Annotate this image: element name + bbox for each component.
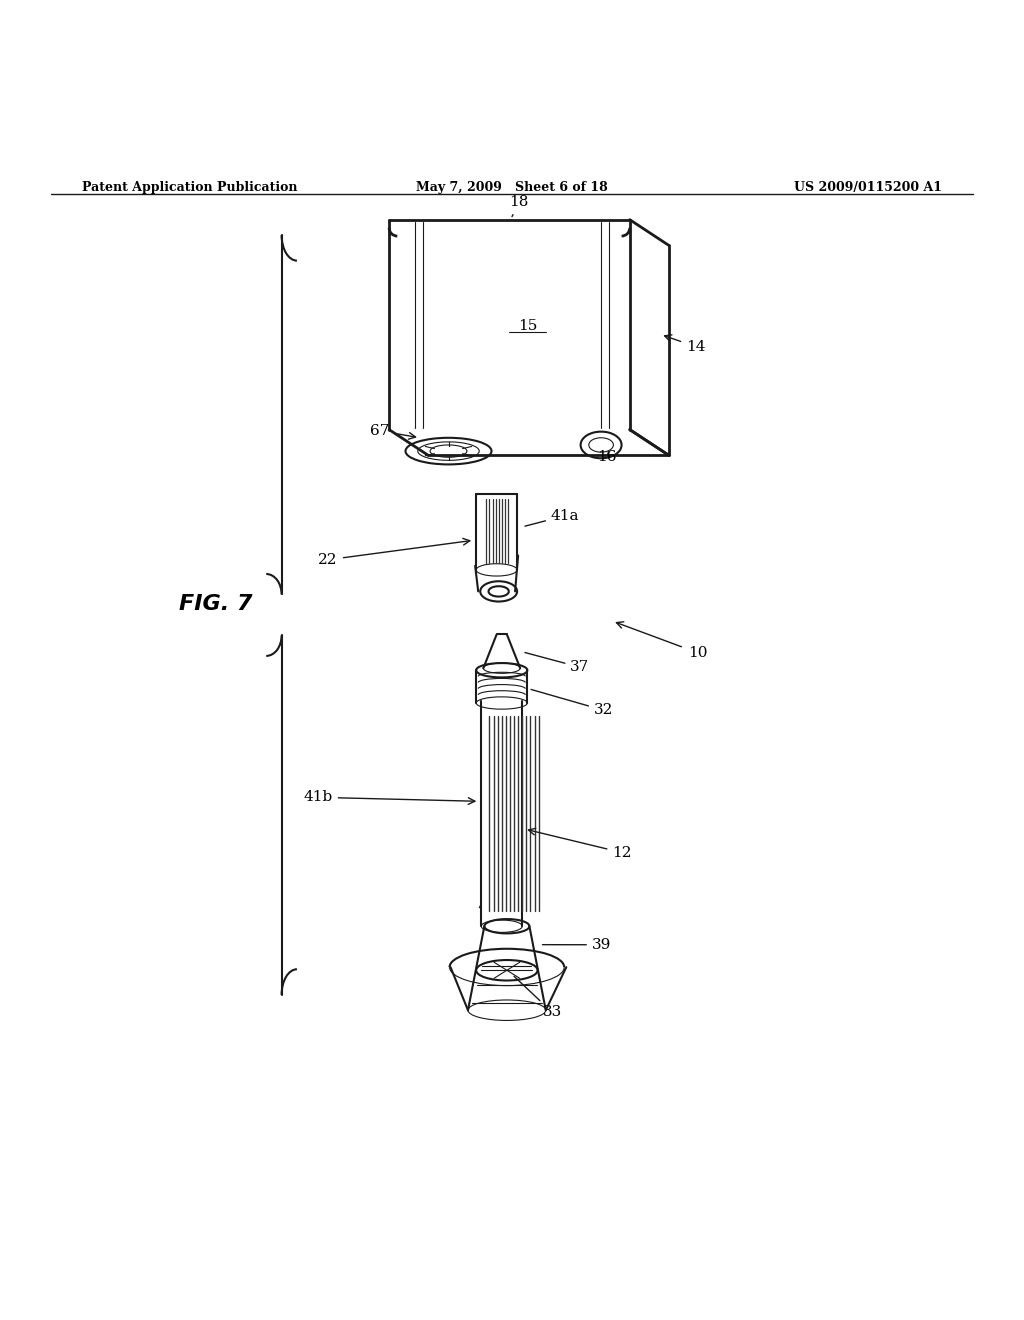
Text: FIG. 7: FIG. 7 xyxy=(179,594,253,614)
Text: 16: 16 xyxy=(597,450,616,465)
Text: 39: 39 xyxy=(543,937,611,952)
Text: US 2009/0115200 A1: US 2009/0115200 A1 xyxy=(794,181,942,194)
Text: 18: 18 xyxy=(510,195,528,216)
Text: 67: 67 xyxy=(370,424,416,440)
Text: 10: 10 xyxy=(688,645,708,660)
Text: 12: 12 xyxy=(528,829,632,859)
Text: 14: 14 xyxy=(665,335,706,354)
Text: 37: 37 xyxy=(525,652,590,675)
Text: 41b: 41b xyxy=(303,791,475,804)
Text: 15: 15 xyxy=(518,319,537,333)
Text: 32: 32 xyxy=(531,689,613,717)
Text: 33: 33 xyxy=(514,977,562,1019)
Text: 41a: 41a xyxy=(525,508,580,527)
Text: May 7, 2009   Sheet 6 of 18: May 7, 2009 Sheet 6 of 18 xyxy=(416,181,608,194)
Text: 22: 22 xyxy=(318,539,470,566)
Text: Patent Application Publication: Patent Application Publication xyxy=(82,181,297,194)
